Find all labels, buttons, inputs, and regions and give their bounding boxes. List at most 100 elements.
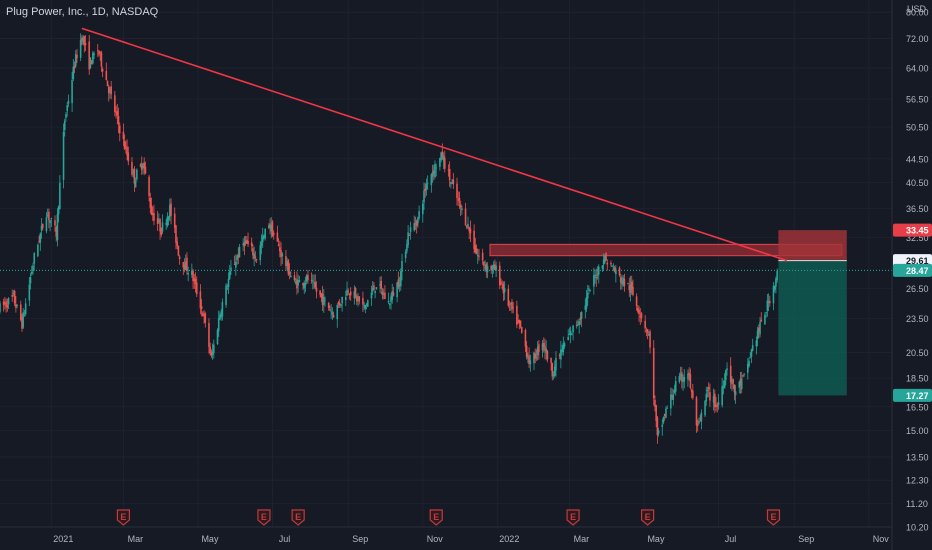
x-tick-label: Mar (128, 534, 144, 544)
candle-up (365, 304, 368, 306)
candle-up (399, 271, 402, 287)
candle-up (756, 330, 759, 340)
candle-down (502, 283, 505, 294)
candle-down (48, 211, 50, 221)
candle-down (159, 219, 161, 232)
x-tick-label: Nov (427, 534, 444, 544)
candle-down (106, 80, 109, 87)
candle-up (604, 255, 606, 263)
candle-up (509, 302, 512, 304)
earnings-label: E (433, 512, 439, 522)
candle-down (81, 37, 83, 41)
time-axis (0, 527, 892, 550)
candle-up (404, 251, 407, 259)
candle-up (578, 321, 580, 326)
candle-down (55, 227, 58, 237)
candle-up (264, 229, 266, 239)
candle-down (2, 301, 5, 305)
candle-down (595, 276, 598, 279)
candle-up (132, 171, 134, 173)
candle-down (448, 168, 451, 181)
candle-down (116, 111, 119, 116)
symbol-title[interactable]: Plug Power, Inc., 1D, NASDAQ (6, 6, 159, 18)
candle-up (22, 312, 25, 328)
candle-down (469, 228, 472, 234)
candle-down (733, 384, 736, 393)
candle-down (358, 296, 361, 302)
candle-up (679, 374, 682, 376)
candle-up (242, 243, 244, 245)
candle-up (484, 267, 486, 268)
candle-down (681, 372, 683, 382)
candle-up (211, 351, 214, 355)
candle-up (750, 349, 753, 357)
candle-up (451, 183, 453, 184)
candle-up (363, 304, 365, 306)
candle-up (74, 54, 77, 67)
candle-down (481, 252, 484, 261)
candle-up (503, 288, 506, 293)
candle-up (221, 302, 224, 317)
candle-down (178, 256, 181, 260)
candle-up (430, 174, 433, 186)
candle-down (742, 375, 744, 377)
candle-down (153, 212, 155, 221)
candle-down (714, 393, 716, 408)
candle-up (673, 389, 676, 393)
y-tick-label: 72.00 (906, 34, 929, 44)
candle-down (638, 309, 640, 315)
candle-up (353, 291, 356, 299)
candle-up (585, 297, 588, 309)
candle-down (200, 306, 203, 310)
candle-up (588, 288, 590, 291)
candle-up (93, 53, 95, 55)
candle-down (485, 264, 488, 271)
candle-down (123, 141, 126, 150)
candle-down (84, 43, 87, 45)
candle-down (288, 271, 291, 275)
candle-up (743, 373, 745, 375)
candle-up (312, 280, 314, 282)
candle-up (230, 267, 232, 270)
x-tick-label: Mar (574, 534, 590, 544)
candle-down (151, 213, 154, 216)
candle-up (390, 296, 392, 303)
candle-down (6, 304, 9, 308)
candle-up (567, 336, 569, 341)
candle-down (149, 198, 152, 208)
x-tick-label: 2022 (499, 534, 519, 544)
candle-down (656, 417, 659, 436)
candle-up (678, 375, 681, 382)
stop-loss-zone (778, 230, 847, 261)
candle-down (500, 281, 502, 285)
candle-up (57, 206, 60, 215)
candle-up (65, 114, 67, 118)
candle-down (716, 405, 719, 407)
candle-down (310, 279, 313, 281)
candle-down (760, 319, 763, 322)
candle-up (62, 132, 65, 180)
y-tick-label: 12.30 (906, 476, 929, 486)
candle-up (772, 286, 775, 304)
candle-down (247, 240, 249, 245)
candle-up (357, 298, 359, 300)
candle-down (606, 262, 609, 265)
price-label-entry (893, 254, 932, 268)
x-tick-label: Sep (352, 534, 368, 544)
earnings-label: E (570, 512, 576, 522)
candle-up (305, 275, 308, 282)
candle-up (82, 37, 84, 43)
candle-down (432, 170, 435, 174)
candle-up (425, 184, 428, 190)
candle-down (518, 319, 521, 324)
candle-up (260, 242, 263, 246)
candle-down (645, 330, 648, 332)
candle-down (148, 176, 150, 197)
candle-up (261, 236, 264, 243)
candle-up (661, 424, 664, 427)
x-tick-label: Nov (873, 534, 890, 544)
candle-up (12, 293, 15, 295)
candle-down (490, 265, 493, 271)
candle-down (131, 162, 133, 175)
